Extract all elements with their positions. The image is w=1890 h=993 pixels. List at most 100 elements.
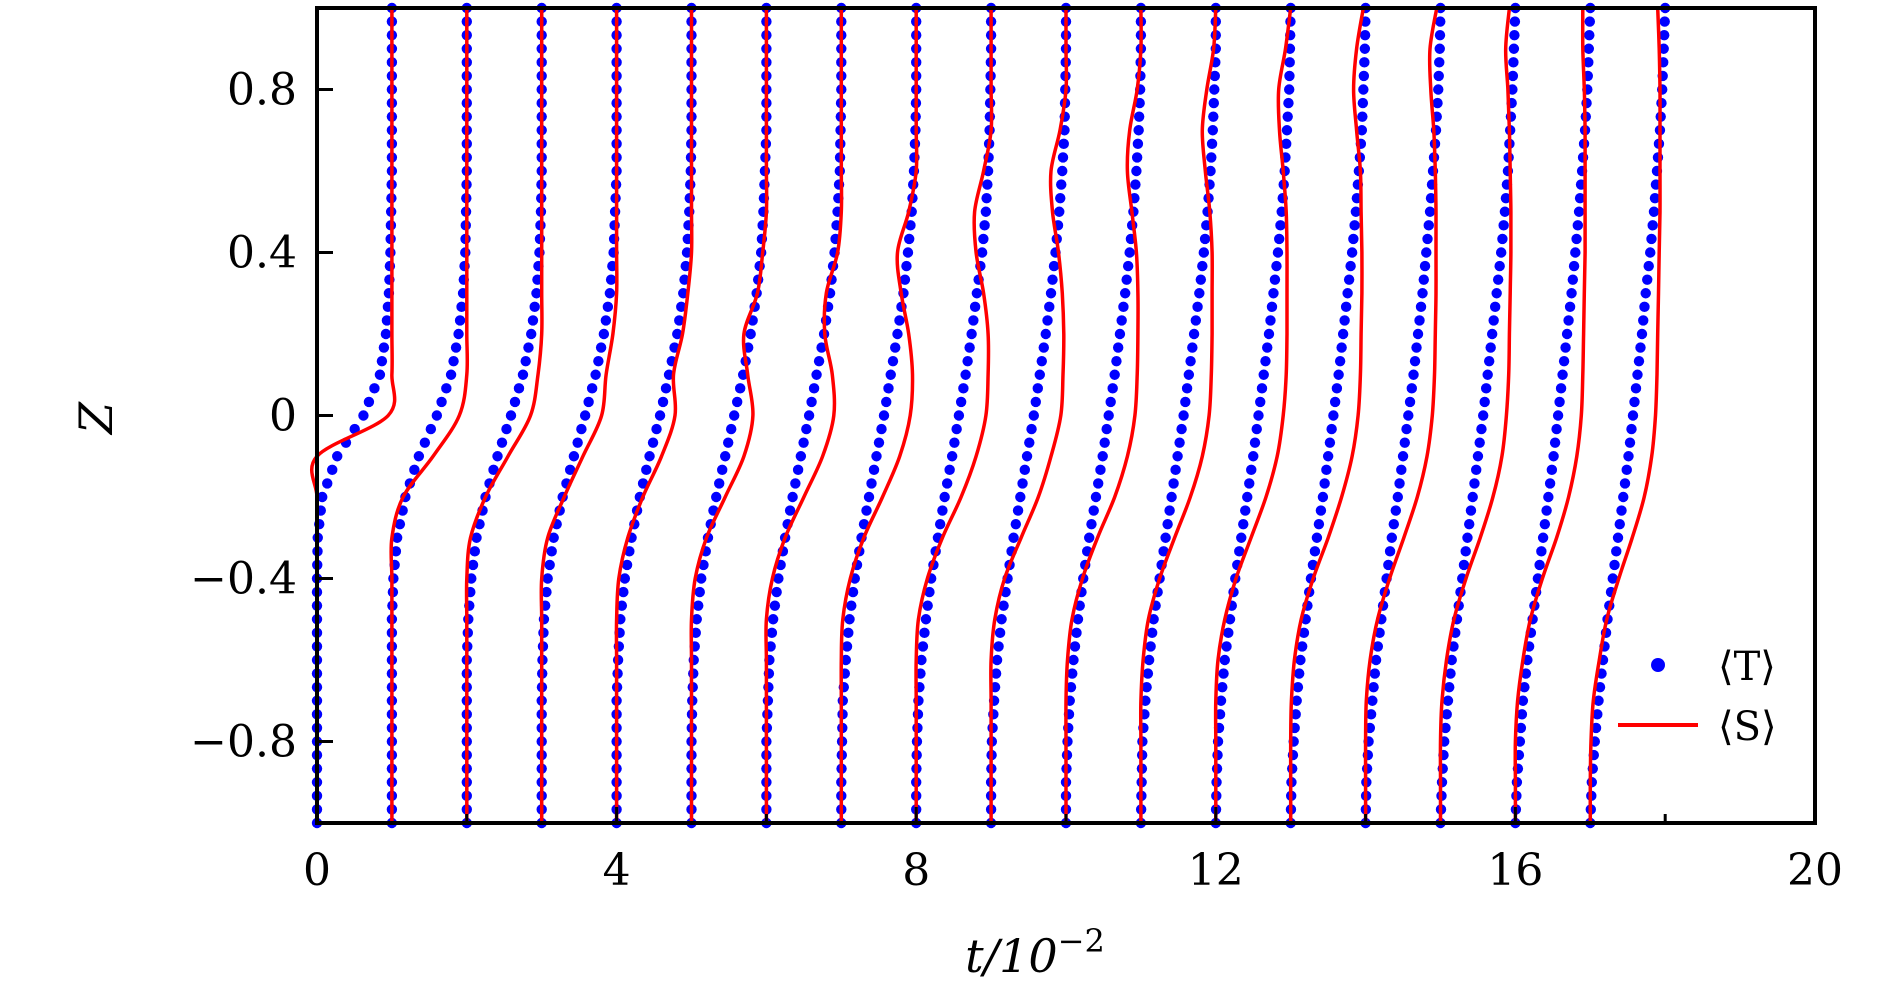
series-t-point [1480, 383, 1492, 394]
series-t-profile [1510, 2, 1596, 829]
series-t-point [971, 288, 983, 299]
series-t-point [915, 668, 926, 679]
series-t-point [413, 451, 425, 462]
series-t-point [529, 301, 540, 313]
series-t-point [1010, 518, 1022, 530]
series-t-point [1065, 681, 1077, 693]
series-t-point [1291, 695, 1302, 706]
series-t-point [1630, 383, 1642, 394]
series-t-point [1498, 220, 1509, 231]
series-t-point [1612, 532, 1624, 543]
series-t-point [1357, 97, 1369, 109]
series-t-point [1642, 274, 1653, 285]
series-t-point [1224, 614, 1236, 625]
series-t-point [917, 641, 929, 652]
series-t-point [939, 491, 950, 503]
series-t-point [541, 586, 552, 598]
series-t-point [784, 505, 796, 516]
series-t-point [767, 614, 779, 625]
series-t-point [604, 288, 616, 299]
series-t-profile [911, 2, 997, 829]
series-t-point [1296, 641, 1308, 652]
series-t-point [1424, 206, 1436, 217]
series-t-point [1432, 97, 1443, 109]
series-t-point [1221, 641, 1232, 652]
series-t-point [1223, 627, 1234, 639]
series-t-point [863, 491, 875, 503]
series-t-point [1593, 695, 1604, 706]
series-t-point [1266, 301, 1278, 313]
series-t-point [1183, 369, 1195, 380]
series-t-point [725, 423, 737, 435]
series-t-point [1180, 396, 1191, 408]
series-t-profile [1585, 2, 1671, 829]
series-t-point [1055, 192, 1066, 204]
series-t-point [1178, 410, 1189, 421]
series-t-point [1054, 206, 1065, 217]
series-t-point [1492, 274, 1504, 285]
series-t-point [969, 301, 981, 313]
series-t-point [1465, 505, 1477, 516]
series-t-point [380, 328, 392, 340]
series-t-point [644, 451, 655, 462]
legend-label-s: ⟨S⟩ [1718, 704, 1777, 750]
series-t-point [471, 532, 482, 543]
series-t-point [955, 396, 967, 408]
series-t-point [1176, 423, 1187, 435]
x-tick-label: 8 [902, 845, 930, 896]
series-t-point [1258, 369, 1269, 380]
series-t-profile [611, 2, 697, 829]
series-t-point [1497, 233, 1508, 245]
series-t-point [795, 451, 807, 462]
series-t-point [1476, 423, 1487, 435]
series-t-point [419, 437, 431, 448]
series-t-point [1357, 111, 1368, 122]
series-t-point [1206, 152, 1217, 163]
series-t-point [469, 546, 480, 557]
series-t-point [1499, 206, 1511, 217]
series-t-point [1072, 614, 1084, 625]
series-t-point [1425, 192, 1437, 204]
series-t-point [1633, 355, 1645, 367]
series-t-point [1339, 315, 1350, 326]
series-t-point [317, 491, 328, 503]
series-t-point [1197, 260, 1208, 272]
series-t-point [1071, 627, 1082, 639]
series-t-point [1485, 342, 1496, 353]
legend-marker-dots [1651, 658, 1665, 672]
series-t-point [868, 464, 880, 476]
series-s-line [614, 8, 694, 823]
series-t-point [1187, 342, 1198, 353]
series-t-point [1442, 695, 1454, 706]
series-t-point [1659, 16, 1670, 27]
series-t-point [1093, 478, 1104, 489]
series-t-point [694, 586, 705, 598]
series-t-point [1036, 355, 1047, 367]
series-t-point [924, 586, 935, 598]
series-t-point [991, 654, 1003, 666]
series-t-point [1015, 491, 1026, 503]
series-t-point [1281, 138, 1292, 150]
series-t-point [1034, 369, 1045, 380]
series-t-point [951, 423, 962, 435]
series-t-point [1390, 505, 1402, 516]
series-t-point [1209, 70, 1221, 82]
series-t-point [890, 342, 901, 353]
series-t-point [1372, 641, 1384, 652]
series-t-point [1190, 315, 1202, 326]
series-t-point [381, 315, 393, 326]
series-t-point [1583, 57, 1594, 68]
series-t-point [1629, 396, 1640, 408]
series-t-point [546, 546, 557, 557]
series-t-point [1068, 654, 1079, 666]
series-t-point [453, 328, 464, 340]
series-t-point [1168, 478, 1179, 489]
series-t-point [1508, 57, 1519, 68]
series-t-point [322, 478, 333, 489]
series-t-point [548, 532, 559, 543]
series-t-point [844, 614, 855, 625]
series-t-point [1386, 532, 1398, 543]
x-axis-title-var: t/10 [965, 929, 1058, 983]
series-s-line [989, 8, 1069, 824]
series-t-point [1112, 342, 1124, 353]
